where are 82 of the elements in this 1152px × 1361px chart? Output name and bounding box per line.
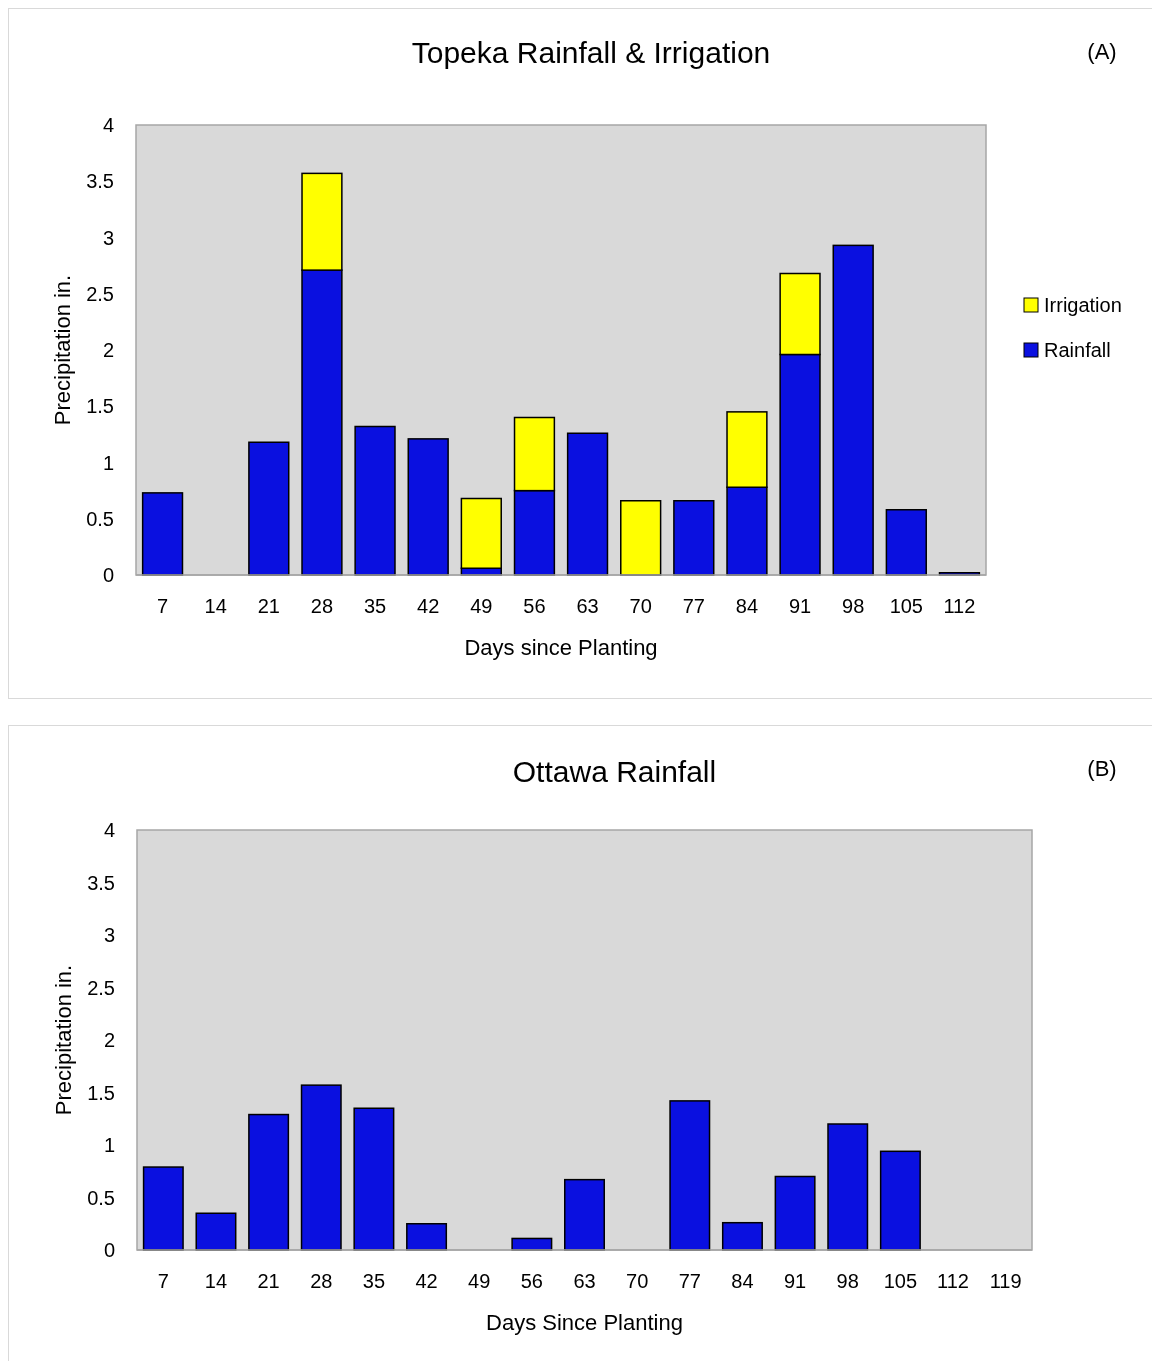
bar [885, 509, 927, 576]
bar [827, 1123, 869, 1251]
x-tick-label: 91 [783, 1270, 807, 1292]
x-tick-label: 21 [257, 595, 280, 617]
bar [832, 244, 874, 576]
x-tick-label: 14 [204, 595, 227, 617]
y-tick-label: 2 [103, 1029, 115, 1051]
text: (A) [1087, 39, 1117, 64]
x-tick-label: 7 [157, 595, 169, 617]
y-tick-label: 2.5 [86, 282, 114, 305]
y-tick-label: 4 [103, 819, 115, 841]
y-axis-title: Precipitation in. [50, 274, 75, 426]
x-tick-label: 70 [629, 595, 652, 617]
x-tick-label: 84 [735, 595, 759, 617]
y-tick-label: 0.5 [87, 1186, 115, 1209]
x-tick-label: 105 [883, 1270, 918, 1292]
x-tick-label: 84 [731, 1270, 754, 1292]
y-tick-label: 2 [102, 339, 114, 361]
x-tick-label: 21 [257, 1270, 280, 1292]
bar [353, 1107, 395, 1251]
chart-title: Ottawa Rainfall [512, 755, 717, 788]
bar [620, 500, 662, 576]
y-tick-label: 1 [102, 451, 114, 474]
bar [564, 1178, 605, 1251]
y-tick-label: 1 [103, 1134, 115, 1156]
y-tick-label: 3 [102, 226, 114, 249]
x-tick-label: 105 [889, 595, 923, 617]
x-axis-title: Days Since Planting [486, 1310, 683, 1335]
y-tick-label: 3 [103, 924, 115, 946]
x-axis-title: Days since Planting [464, 635, 658, 660]
x-tick-label: 56 [523, 595, 546, 617]
x-tick-label: 35 [362, 1270, 386, 1292]
x-tick-label: 42 [417, 595, 440, 617]
y-tick-label: 1.5 [86, 395, 114, 418]
bar [566, 432, 609, 576]
y-tick-label: 2.5 [87, 976, 115, 999]
y-axis-title: Precipitation in. [51, 964, 76, 1116]
legend-label: Rainfall [1044, 339, 1111, 361]
x-tick-label: 28 [310, 595, 334, 617]
y-tick-label: 3.5 [87, 871, 115, 894]
x-tick-label: 28 [310, 1270, 333, 1292]
bar [248, 441, 290, 576]
y-tick-label: 0.5 [86, 507, 114, 530]
y-tick-label: 0 [102, 564, 114, 586]
bar [774, 1175, 816, 1251]
x-tick-label: 119 [989, 1270, 1022, 1292]
bar [248, 1113, 290, 1251]
x-tick-label: 91 [788, 595, 812, 617]
x-tick-label: 112 [943, 595, 976, 617]
x-tick-label: 77 [682, 595, 705, 617]
x-tick-label: 112 [937, 1270, 969, 1292]
x-tick-label: 98 [836, 1270, 859, 1292]
x-tick-label: 49 [470, 595, 493, 617]
bar [141, 492, 184, 576]
x-tick-label: 63 [576, 595, 599, 617]
bar [300, 1084, 342, 1251]
text: (B) [1087, 756, 1117, 781]
x-tick-label: 63 [573, 1270, 596, 1292]
chart-title: Topeka Rainfall & Irrigation [411, 36, 771, 69]
bar [142, 1166, 184, 1251]
bar [406, 1223, 448, 1251]
bar [673, 500, 715, 576]
bar [195, 1212, 237, 1251]
y-tick-label: 0 [103, 1239, 115, 1261]
y-tick-label: 3.5 [86, 170, 114, 193]
x-tick-label: 56 [520, 1270, 543, 1292]
x-tick-label: 98 [842, 595, 865, 617]
x-tick-label: 49 [468, 1270, 491, 1292]
x-tick-label: 70 [626, 1270, 649, 1292]
y-tick-label: 4 [102, 114, 114, 136]
y-tick-label: 1.5 [87, 1081, 115, 1104]
bar [669, 1100, 711, 1251]
x-tick-label: 42 [415, 1270, 438, 1292]
bar [354, 425, 396, 576]
legend-label: Irrigation [1044, 294, 1122, 316]
bar [721, 1221, 763, 1251]
x-tick-label: 35 [363, 595, 387, 617]
bar [407, 438, 449, 576]
bar [879, 1150, 921, 1251]
x-tick-label: 14 [204, 1270, 228, 1292]
x-tick-label: 77 [678, 1270, 701, 1292]
x-tick-label: 7 [157, 1270, 169, 1292]
